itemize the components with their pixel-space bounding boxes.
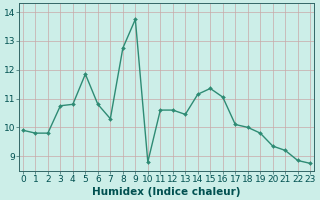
X-axis label: Humidex (Indice chaleur): Humidex (Indice chaleur) <box>92 187 241 197</box>
